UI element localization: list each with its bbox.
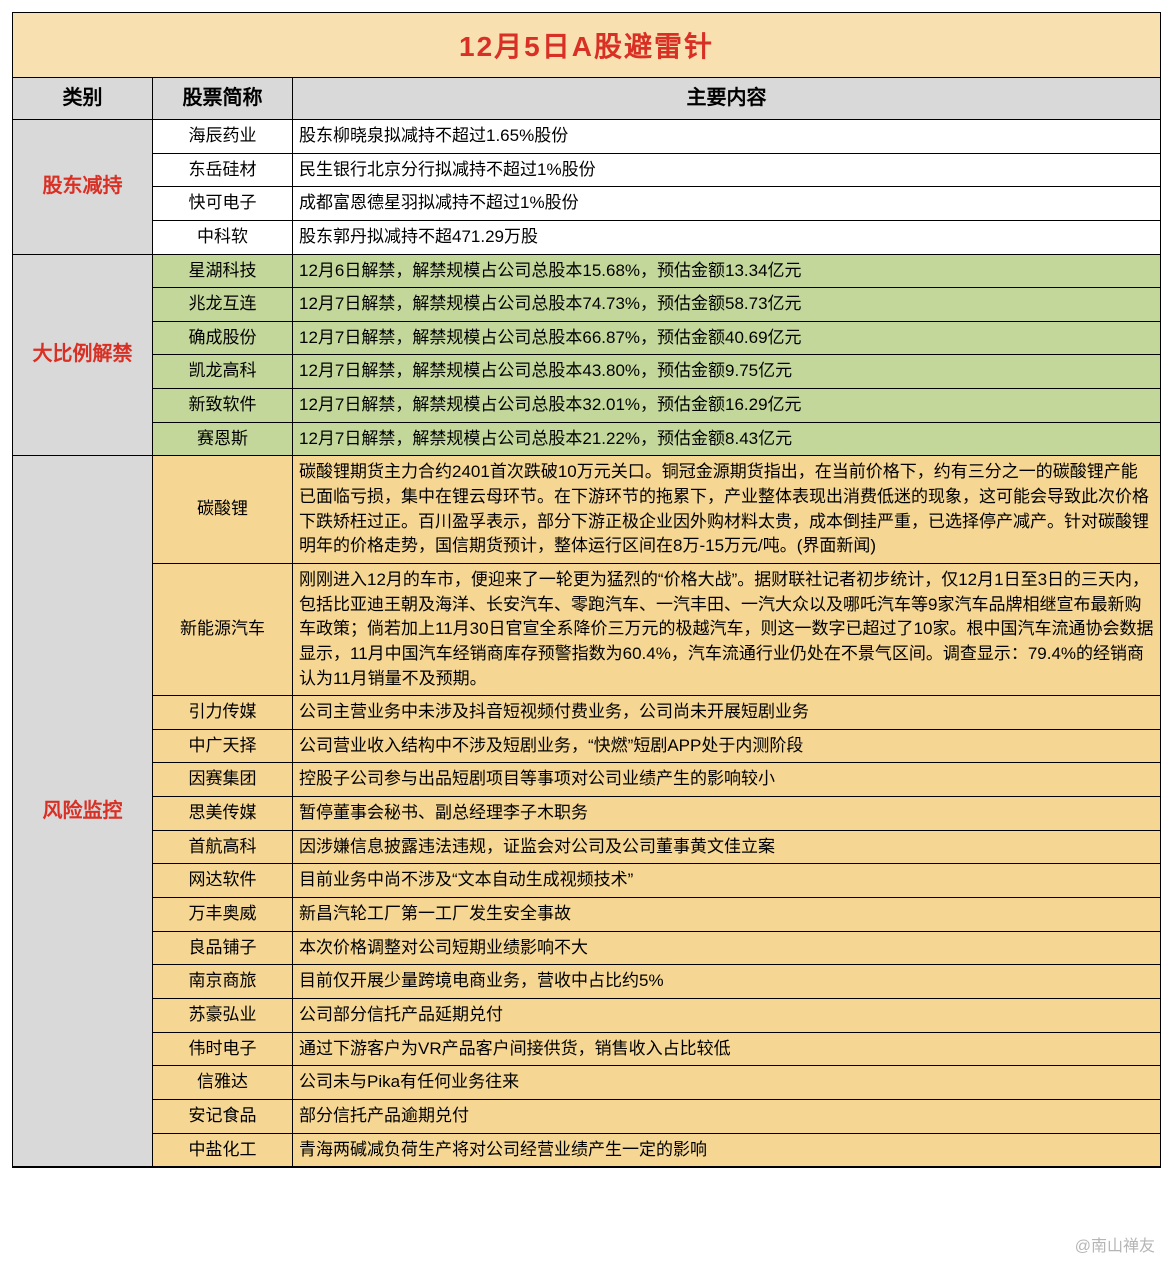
stock-name: 引力传媒 xyxy=(153,696,293,730)
stock-name: 快可电子 xyxy=(153,187,293,221)
content-text: 12月7日解禁，解禁规模占公司总股本32.01%，预估金额16.29亿元 xyxy=(293,389,1160,423)
stock-name: 伟时电子 xyxy=(153,1033,293,1067)
content-text: 民生银行北京分行拟减持不超过1%股份 xyxy=(293,154,1160,188)
content-text: 暂停董事会秘书、副总经理李子木职务 xyxy=(293,797,1160,831)
stock-name: 东岳硅材 xyxy=(153,154,293,188)
stock-name: 新能源汽车 xyxy=(153,564,293,696)
stock-name: 碳酸锂 xyxy=(153,456,293,564)
content-text: 因涉嫌信息披露违法违规，证监会对公司及公司董事黄文佳立案 xyxy=(293,831,1160,865)
category-大比例解禁: 大比例解禁 xyxy=(13,255,153,457)
content-text: 12月7日解禁，解禁规模占公司总股本66.87%，预估金额40.69亿元 xyxy=(293,322,1160,356)
stock-name: 信雅达 xyxy=(153,1066,293,1100)
watermark: @南山禅友 xyxy=(1075,1232,1155,1256)
content-text: 12月6日解禁，解禁规模占公司总股本15.68%，预估金额13.34亿元 xyxy=(293,255,1160,289)
content-text: 碳酸锂期货主力合约2401首次跌破10万元关口。铜冠金源期货指出，在当前价格下，… xyxy=(293,456,1160,564)
stock-name: 海辰药业 xyxy=(153,120,293,154)
stock-name: 良品铺子 xyxy=(153,932,293,966)
stock-name: 万丰奥威 xyxy=(153,898,293,932)
content-text: 部分信托产品逾期兑付 xyxy=(293,1100,1160,1134)
content-text: 12月7日解禁，解禁规模占公司总股本74.73%，预估金额58.73亿元 xyxy=(293,288,1160,322)
column-header-2: 主要内容 xyxy=(293,78,1160,120)
stock-name: 首航高科 xyxy=(153,831,293,865)
content-text: 公司主营业务中未涉及抖音短视频付费业务，公司尚未开展短剧业务 xyxy=(293,696,1160,730)
stock-warning-table: 12月5日A股避雷针 类别股票简称主要内容股东减持海辰药业股东柳晓泉拟减持不超过… xyxy=(12,12,1161,1168)
stock-name: 苏豪弘业 xyxy=(153,999,293,1033)
content-text: 刚刚进入12月的车市，便迎来了一轮更为猛烈的“价格大战”。据财联社记者初步统计，… xyxy=(293,564,1160,696)
stock-name: 确成股份 xyxy=(153,322,293,356)
content-text: 本次价格调整对公司短期业绩影响不大 xyxy=(293,932,1160,966)
content-text: 目前业务中尚不涉及“文本自动生成视频技术” xyxy=(293,864,1160,898)
content-text: 股东郭丹拟减持不超471.29万股 xyxy=(293,221,1160,255)
content-text: 通过下游客户为VR产品客户间接供货，销售收入占比较低 xyxy=(293,1033,1160,1067)
table-title-row: 12月5日A股避雷针 xyxy=(13,13,1160,78)
content-text: 公司营业收入结构中不涉及短剧业务，“快燃”短剧APP处于内测阶段 xyxy=(293,730,1160,764)
content-text: 新昌汽轮工厂第一工厂发生安全事故 xyxy=(293,898,1160,932)
category-风险监控: 风险监控 xyxy=(13,456,153,1167)
column-header-0: 类别 xyxy=(13,78,153,120)
stock-name: 兆龙互连 xyxy=(153,288,293,322)
stock-name: 中科软 xyxy=(153,221,293,255)
stock-name: 赛恩斯 xyxy=(153,423,293,457)
stock-name: 中盐化工 xyxy=(153,1134,293,1168)
category-股东减持: 股东减持 xyxy=(13,120,153,255)
content-text: 12月7日解禁，解禁规模占公司总股本43.80%，预估金额9.75亿元 xyxy=(293,355,1160,389)
table-title: 12月5日A股避雷针 xyxy=(459,31,714,62)
content-text: 目前仅开展少量跨境电商业务，营收中占比约5% xyxy=(293,965,1160,999)
content-text: 12月7日解禁，解禁规模占公司总股本21.22%，预估金额8.43亿元 xyxy=(293,423,1160,457)
stock-name: 新致软件 xyxy=(153,389,293,423)
content-text: 公司部分信托产品延期兑付 xyxy=(293,999,1160,1033)
column-header-1: 股票简称 xyxy=(153,78,293,120)
table-grid: 类别股票简称主要内容股东减持海辰药业股东柳晓泉拟减持不超过1.65%股份东岳硅材… xyxy=(13,78,1160,1167)
stock-name: 思美传媒 xyxy=(153,797,293,831)
stock-name: 网达软件 xyxy=(153,864,293,898)
content-text: 公司未与Pika有任何业务往来 xyxy=(293,1066,1160,1100)
stock-name: 中广天择 xyxy=(153,730,293,764)
stock-name: 因赛集团 xyxy=(153,763,293,797)
content-text: 控股子公司参与出品短剧项目等事项对公司业绩产生的影响较小 xyxy=(293,763,1160,797)
content-text: 股东柳晓泉拟减持不超过1.65%股份 xyxy=(293,120,1160,154)
stock-name: 南京商旅 xyxy=(153,965,293,999)
stock-name: 星湖科技 xyxy=(153,255,293,289)
stock-name: 安记食品 xyxy=(153,1100,293,1134)
content-text: 青海两碱减负荷生产将对公司经营业绩产生一定的影响 xyxy=(293,1134,1160,1168)
content-text: 成都富恩德星羽拟减持不超过1%股份 xyxy=(293,187,1160,221)
stock-name: 凯龙高科 xyxy=(153,355,293,389)
